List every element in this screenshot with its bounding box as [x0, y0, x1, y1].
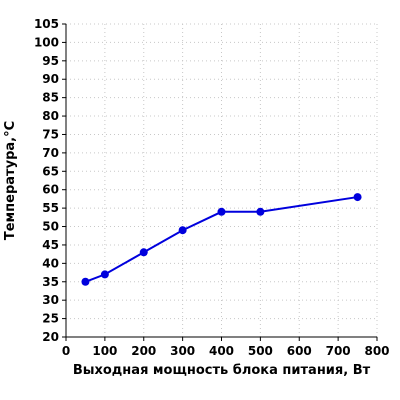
y-tick-label: 55 [42, 201, 59, 215]
y-tick-label: 90 [42, 72, 59, 86]
y-tick-label: 95 [42, 54, 59, 68]
x-tick-label: 200 [131, 344, 156, 358]
y-tick-label: 60 [42, 183, 59, 197]
y-tick-label: 50 [42, 220, 59, 234]
y-tick-label: 30 [42, 293, 59, 307]
data-point [353, 193, 362, 202]
y-tick-label: 100 [34, 35, 59, 49]
y-tick-label: 70 [42, 146, 59, 160]
y-tick-label: 35 [42, 275, 59, 289]
x-tick-label: 800 [364, 344, 389, 358]
tick-labels: 0 100 200 300 400 500 600 700 800 20 25 30 35 40 45 50 5… [34, 17, 390, 358]
x-tick-label: 600 [287, 344, 312, 358]
x-tick-label: 300 [170, 344, 195, 358]
y-tick-label: 75 [42, 127, 59, 141]
y-tick-label: 40 [42, 256, 59, 270]
series [81, 193, 362, 286]
axes [62, 23, 378, 341]
x-tick-label: 500 [248, 344, 273, 358]
y-tick-label: 45 [42, 238, 59, 252]
x-tick-label: 100 [92, 344, 117, 358]
y-tick-label: 85 [42, 91, 59, 105]
x-tick-label: 700 [326, 344, 351, 358]
y-axis-title: Температура,°С [3, 121, 18, 240]
data-point [256, 207, 265, 216]
y-tick-label: 25 [42, 312, 59, 326]
data-point [217, 207, 226, 216]
x-tick-label: 0 [62, 344, 70, 358]
y-tick-label: 105 [34, 17, 59, 31]
y-tick-label: 65 [42, 164, 59, 178]
data-point [178, 226, 187, 235]
data-point [81, 277, 90, 286]
x-axis-title: Выходная мощность блока питания, Вт [73, 363, 371, 378]
data-point [100, 270, 109, 279]
y-tick-label: 20 [42, 330, 59, 344]
y-tick-label: 80 [42, 109, 59, 123]
grid [66, 23, 378, 337]
data-point [139, 248, 148, 257]
x-tick-label: 400 [209, 344, 234, 358]
